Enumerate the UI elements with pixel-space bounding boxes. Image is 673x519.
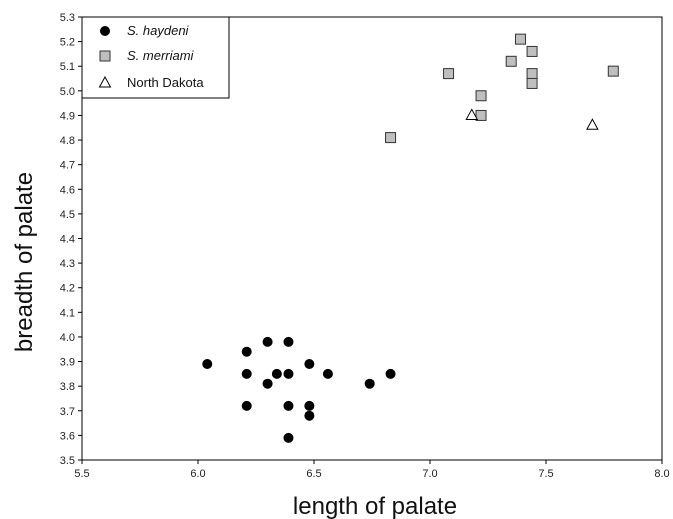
point-s-merriami [526, 45, 538, 57]
y-tick-label: 5.1 [60, 61, 75, 73]
point-s-merriami [385, 132, 397, 144]
x-tick-label: 6.0 [190, 468, 205, 480]
point-s-haydeni [304, 410, 315, 421]
y-tick-label: 4.0 [60, 332, 75, 344]
data-points [202, 33, 619, 443]
y-tick-label: 5.2 [60, 37, 75, 49]
x-tick-label: 5.5 [74, 468, 89, 480]
point-s-merriami [475, 109, 487, 121]
point-s-haydeni [262, 336, 273, 347]
point-s-haydeni [304, 400, 315, 411]
point-s-haydeni [241, 368, 252, 379]
x-tick-label: 7.0 [422, 468, 437, 480]
point-s-merriami [505, 55, 517, 67]
y-tick-label: 4.1 [60, 307, 75, 319]
point-s-merriami [526, 77, 538, 89]
y-axis: 3.5 3.6 3.7 3.8 3.9 4.0 4.1 4.2 4.3 4.4 4.5 4.6 4.7 4… [60, 12, 82, 467]
point-s-haydeni [283, 432, 294, 443]
point-s-merriami [475, 90, 487, 102]
x-axis-label: length of palate [293, 493, 457, 519]
y-tick-label: 3.8 [60, 381, 75, 393]
legend-label-merriami: S. merriami [127, 48, 195, 63]
y-axis-label: breadth of palate [11, 172, 38, 352]
point-north-dakota [586, 118, 599, 130]
x-axis: 5.5 6.0 6.5 7.0 7.5 8.0 [74, 460, 670, 480]
legend-marker-merriami [99, 50, 111, 62]
y-tick-label: 3.9 [60, 357, 75, 369]
y-tick-label: 4.9 [60, 110, 75, 122]
point-s-haydeni [202, 359, 213, 370]
point-s-haydeni [364, 378, 375, 389]
y-tick-label: 4.5 [60, 209, 75, 221]
y-tick-label: 3.7 [60, 406, 75, 418]
point-s-haydeni [283, 336, 294, 347]
y-tick-label: 4.2 [60, 283, 75, 295]
point-s-haydeni [283, 368, 294, 379]
x-tick-label: 8.0 [654, 468, 669, 480]
y-tick-label: 4.6 [60, 184, 75, 196]
legend-marker-haydeni [100, 26, 110, 36]
x-tick-label: 7.5 [538, 468, 553, 480]
legend-label-haydeni: S. haydeni [127, 23, 190, 38]
y-tick-label: 3.6 [60, 430, 75, 442]
x-tick-label: 6.5 [306, 468, 321, 480]
y-tick-label: 3.5 [60, 455, 75, 467]
y-tick-label: 5.0 [60, 86, 75, 98]
legend-label-north-dakota: North Dakota [127, 75, 204, 90]
point-s-haydeni [385, 368, 396, 379]
y-tick-label: 4.8 [60, 135, 75, 147]
point-s-haydeni [304, 359, 315, 370]
point-s-merriami [443, 68, 455, 80]
point-s-haydeni [283, 400, 294, 411]
point-s-haydeni [271, 368, 282, 379]
legend-marker-north-dakota [98, 75, 112, 88]
y-tick-label: 4.4 [60, 234, 75, 246]
y-tick-label: 4.3 [60, 258, 75, 270]
point-s-haydeni [322, 368, 333, 379]
point-north-dakota [465, 108, 479, 120]
point-s-haydeni [241, 400, 252, 411]
legend: S. haydeni S. merriami North Dakota [81, 16, 230, 99]
point-s-haydeni [262, 378, 273, 389]
point-s-merriami [514, 33, 526, 45]
point-s-merriami [526, 68, 538, 80]
y-tick-label: 5.3 [60, 12, 75, 24]
point-s-merriami [607, 65, 619, 77]
y-tick-label: 4.7 [60, 160, 75, 172]
point-s-haydeni [241, 346, 252, 357]
